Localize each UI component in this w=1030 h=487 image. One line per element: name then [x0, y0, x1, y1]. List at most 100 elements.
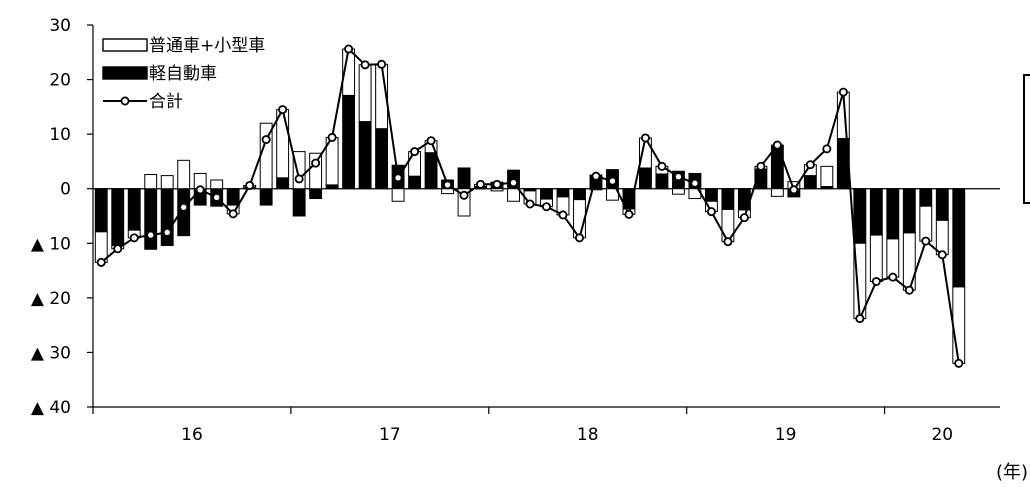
total-point	[443, 180, 453, 190]
y-tick-label: ▲ 30	[31, 343, 71, 363]
bar-kei	[375, 128, 389, 190]
bar-kei	[721, 188, 735, 210]
total-point	[96, 257, 106, 267]
total-point	[311, 158, 321, 168]
y-tick-label: ▲ 10	[31, 234, 71, 254]
total-point	[459, 190, 469, 200]
total-point	[245, 180, 255, 190]
total-point	[706, 207, 716, 217]
bar-kei	[94, 188, 108, 233]
bar-futsu-kogata	[869, 234, 883, 282]
total-point	[888, 272, 898, 282]
total-point	[558, 210, 568, 220]
total-point	[542, 202, 552, 212]
y-tick-label: 10	[49, 125, 71, 145]
bar-kei	[935, 188, 949, 221]
bar-kei	[952, 188, 966, 288]
bars-layer	[94, 48, 966, 364]
total-point	[921, 236, 931, 246]
bar-futsu-kogata	[952, 286, 966, 364]
legend-label: 合計	[149, 92, 183, 112]
bar-kei	[886, 188, 900, 240]
total-point	[476, 179, 486, 189]
y-tick-label: ▲ 20	[31, 289, 71, 309]
bar-kei	[276, 177, 290, 190]
bar-kei	[457, 167, 471, 190]
bar-kei	[160, 188, 174, 246]
total-point	[723, 237, 733, 247]
bar-futsu-kogata	[177, 159, 191, 190]
legend-swatch-black	[102, 66, 148, 80]
bar-futsu-kogata	[589, 188, 603, 191]
total-point	[624, 209, 634, 219]
total-point	[904, 285, 914, 295]
y-tick-label: 20	[49, 71, 71, 91]
total-line-layer	[96, 44, 964, 368]
x-tick-label: 16	[181, 425, 203, 445]
y-tick-label: 30	[49, 16, 71, 36]
bar-kei	[919, 188, 933, 207]
bar-kei	[342, 94, 356, 190]
total-point	[146, 230, 156, 240]
x-tick-label: 20	[931, 425, 953, 445]
legend-swatch-marker	[120, 96, 130, 106]
bar-kei	[226, 188, 240, 206]
bar-kei	[325, 184, 339, 190]
bar-kei	[144, 188, 158, 250]
total-point	[640, 133, 650, 143]
bar-kei	[803, 175, 817, 190]
bar-futsu-kogata	[935, 219, 949, 256]
bar-futsu-kogata	[292, 151, 306, 190]
total-point	[294, 174, 304, 184]
bar-futsu-kogata	[770, 188, 784, 197]
legend-label: 普通車+小型車	[149, 36, 265, 56]
total-point	[855, 314, 865, 324]
bar-futsu-kogata	[490, 188, 504, 192]
total-point	[657, 161, 667, 171]
bar-futsu-kogata	[441, 188, 454, 195]
bar-futsu-kogata	[507, 188, 520, 202]
total-point	[525, 199, 535, 209]
total-point	[426, 136, 436, 146]
bar-futsu-kogata	[210, 179, 224, 190]
total-point	[690, 178, 700, 188]
total-point	[195, 185, 205, 195]
bar-futsu-kogata	[358, 64, 372, 123]
total-point	[789, 185, 799, 195]
bar-futsu-kogata	[820, 165, 834, 188]
bar-kei	[902, 188, 916, 234]
x-tick-label: 19	[775, 425, 797, 445]
x-tick-label: 17	[379, 425, 401, 445]
total-point	[179, 202, 189, 212]
total-point	[360, 60, 370, 70]
total-point	[393, 173, 403, 183]
bar-futsu-kogata	[160, 175, 174, 190]
total-point	[509, 178, 519, 188]
bar-kei	[111, 188, 125, 246]
total-point	[212, 192, 222, 202]
total-point	[937, 250, 947, 260]
total-point	[327, 132, 337, 142]
x-axis-unit-label: (年)	[996, 462, 1028, 483]
bar-futsu-kogata	[886, 238, 900, 278]
total-point	[739, 213, 749, 223]
bar-kei	[540, 188, 553, 200]
y-tick-label: 0	[60, 180, 71, 200]
total-point	[954, 358, 964, 368]
bar-futsu-kogata	[671, 188, 685, 195]
total-point	[228, 209, 238, 219]
total-point	[607, 176, 617, 186]
bar-futsu-kogata	[309, 152, 323, 190]
bar-kei	[853, 188, 867, 244]
bar-kei	[127, 188, 141, 231]
total-point	[278, 105, 288, 115]
total-point	[838, 87, 848, 97]
bar-kei	[259, 188, 273, 206]
bar-kei	[408, 175, 422, 190]
cropped-box	[1023, 74, 1030, 204]
bar-kei	[424, 152, 438, 190]
bar-futsu-kogata	[144, 174, 158, 190]
total-point	[871, 276, 881, 286]
legend-label: 軽自動車	[149, 64, 217, 84]
